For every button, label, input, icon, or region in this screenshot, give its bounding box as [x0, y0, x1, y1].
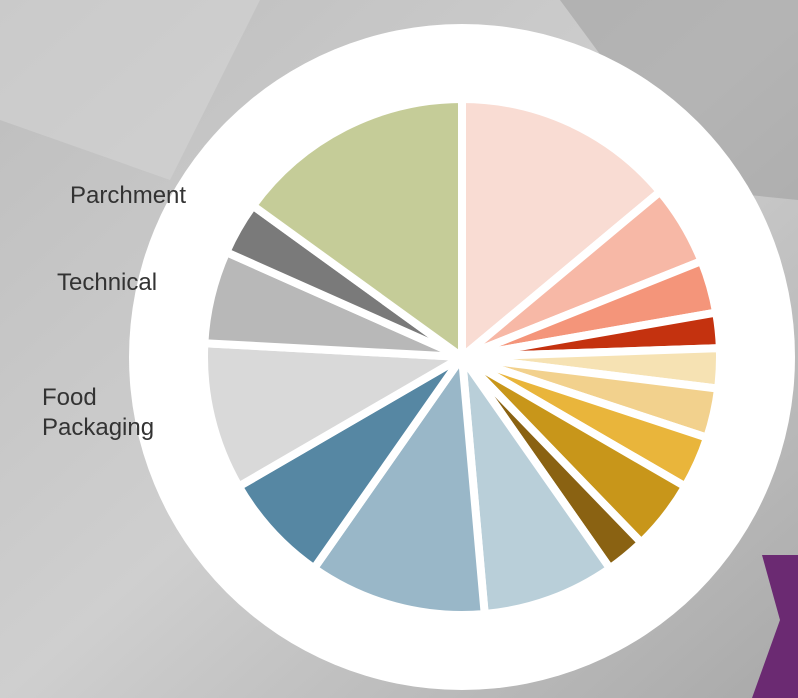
pie-slice	[200, 339, 466, 491]
pie-slice	[310, 353, 489, 619]
background-shape	[560, 0, 798, 200]
slice-label: Parchment	[70, 182, 187, 209]
pie-slice	[248, 95, 466, 361]
logo-shape	[752, 555, 798, 698]
background-shape	[0, 0, 260, 180]
pie-slice	[458, 95, 665, 361]
pie-slice	[458, 353, 614, 618]
slice-label: Food Packaging	[42, 384, 155, 441]
slice-label: Technical	[57, 269, 158, 296]
